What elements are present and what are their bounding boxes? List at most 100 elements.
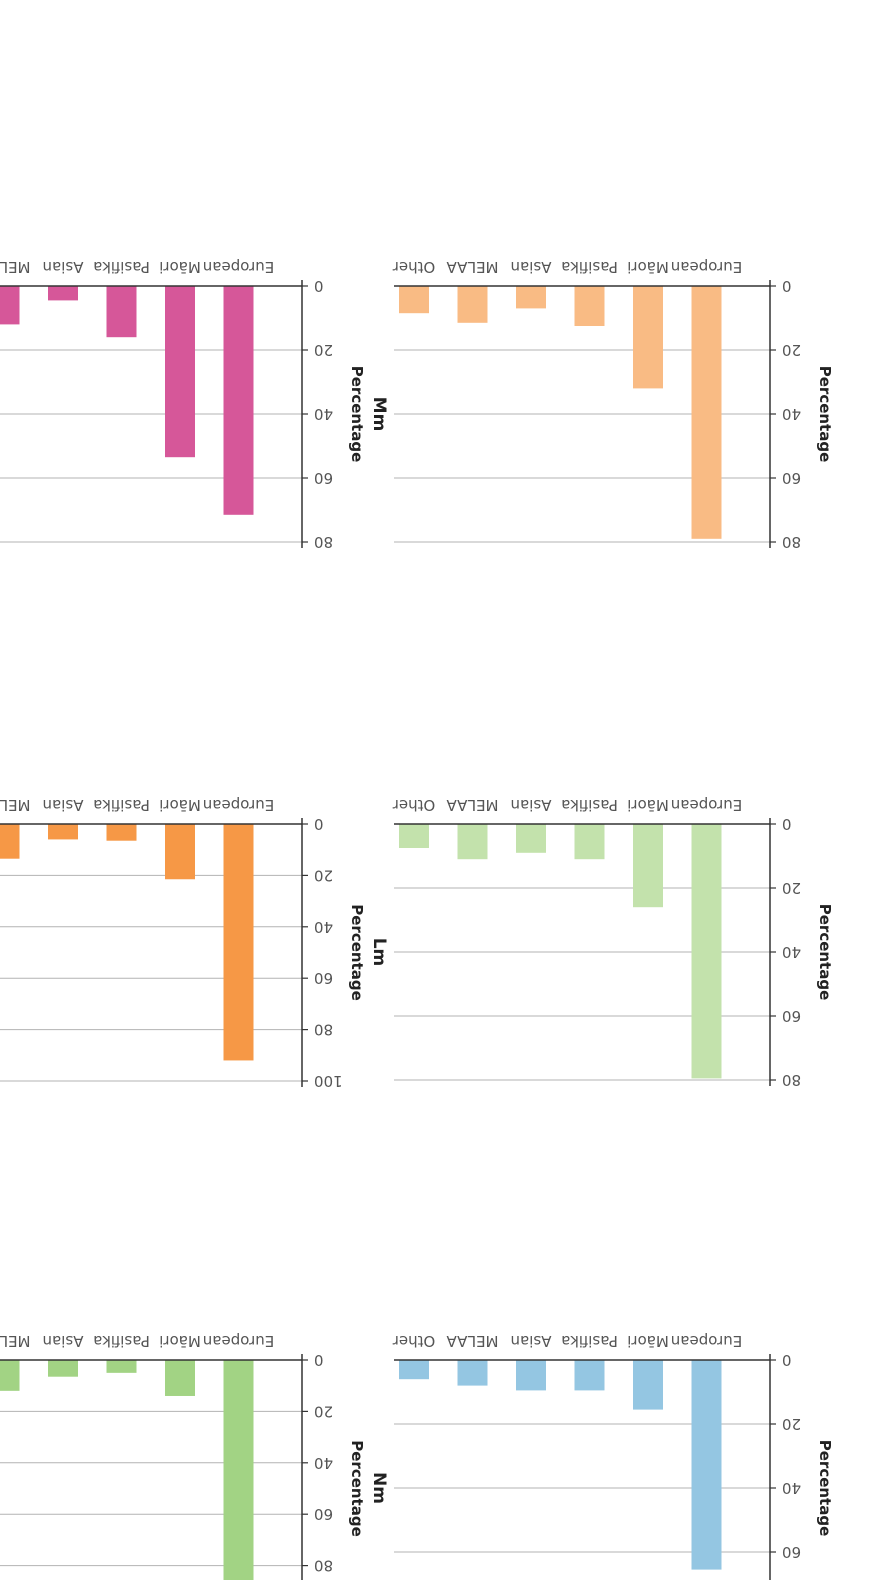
tick-label-4: MELAA — [446, 796, 499, 814]
bar-pasifika — [106, 286, 137, 338]
bar-european — [223, 824, 254, 1061]
tick-label-3: Asian — [511, 258, 552, 276]
bar-european — [223, 1360, 254, 1580]
tick-label-2: Pasifika — [93, 258, 150, 276]
y-axis-label: Percentage — [348, 904, 366, 1001]
bar-mori — [165, 824, 195, 880]
tick-label-0: European — [671, 1332, 742, 1350]
bar-pasifika — [106, 824, 137, 841]
tick-label-1: Māori — [159, 1332, 201, 1350]
y-tick-label-3: 60 — [314, 1505, 333, 1523]
tick-label-2: Pasifika — [561, 796, 618, 814]
y-tick-label-2: 40 — [782, 405, 801, 423]
y-tick-label-1: 20 — [314, 1402, 333, 1420]
bar-asian — [48, 824, 78, 840]
bar-melaa — [0, 1360, 20, 1391]
bar-pasifika — [574, 824, 605, 860]
y-tick-label-1: 20 — [782, 879, 801, 897]
y-tick-label-3: 60 — [782, 1007, 801, 1025]
tick-label-5: Other — [392, 1332, 435, 1350]
y-tick-label-0: 0 — [782, 815, 792, 833]
rotated-figure: EuropeanMāoriPasifikaAsianMELAAOther0204… — [0, 258, 834, 1580]
bar-melaa — [0, 824, 20, 859]
bar-asian — [48, 286, 78, 301]
y-tick-label-5: 100 — [314, 1072, 343, 1090]
y-axis-label: Percentage — [816, 904, 834, 1001]
tick-label-4: MELAA — [0, 258, 31, 276]
bar-asian — [516, 1360, 546, 1391]
chart-title: Mm — [369, 397, 389, 432]
y-tick-label-3: 60 — [314, 969, 333, 987]
y-tick-label-0: 0 — [782, 277, 792, 295]
chart-title: Nm — [369, 1472, 389, 1504]
tick-label-0: European — [671, 258, 742, 276]
tick-label-2: Pasifika — [561, 1332, 618, 1350]
y-tick-label-2: 40 — [314, 405, 333, 423]
bar-european — [691, 1360, 722, 1570]
bar-melaa — [0, 286, 20, 325]
y-axis-label: Percentage — [348, 366, 366, 463]
y-tick-label-2: 40 — [782, 943, 801, 961]
panel-vt: EuropeanMāoriPasifikaAsianMELAAOther0204… — [0, 258, 366, 551]
y-tick-label-3: 60 — [314, 469, 333, 487]
bar-other — [399, 1360, 429, 1380]
tick-label-0: European — [671, 796, 742, 814]
bar-pasifika — [574, 1360, 605, 1391]
y-axis-label: Percentage — [348, 1440, 366, 1537]
tick-label-0: European — [203, 258, 274, 276]
y-tick-label-4: 80 — [314, 1557, 333, 1575]
bar-european — [691, 286, 722, 539]
y-tick-label-4: 80 — [782, 1071, 801, 1089]
tick-label-3: Asian — [511, 796, 552, 814]
tick-label-3: Asian — [43, 1332, 84, 1350]
y-tick-label-2: 40 — [782, 1479, 801, 1497]
tick-label-1: Māori — [627, 1332, 669, 1350]
tick-label-1: Māori — [159, 258, 201, 276]
y-axis-label: Percentage — [816, 1440, 834, 1537]
tick-label-2: Pasifika — [93, 796, 150, 814]
tick-label-3: Asian — [43, 796, 84, 814]
y-tick-label-0: 0 — [782, 1351, 792, 1369]
bar-mori — [633, 1360, 663, 1410]
y-axis-label: Percentage — [816, 366, 834, 463]
tick-label-5: Other — [392, 796, 435, 814]
y-tick-label-4: 80 — [314, 1021, 333, 1039]
y-tick-label-3: 60 — [782, 469, 801, 487]
y-tick-label-1: 20 — [314, 341, 333, 359]
tick-label-4: MELAA — [446, 258, 499, 276]
tick-label-4: MELAA — [0, 796, 31, 814]
tick-label-4: MELAA — [446, 1332, 499, 1350]
bar-mori — [633, 824, 663, 908]
tick-label-1: Māori — [627, 258, 669, 276]
bar-asian — [516, 286, 546, 309]
tick-label-1: Māori — [627, 796, 669, 814]
bar-asian — [516, 824, 546, 853]
chart-title: Lm — [369, 938, 389, 967]
bar-melaa — [457, 286, 488, 323]
tick-label-2: Pasifika — [561, 258, 618, 276]
bar-european — [223, 286, 254, 515]
y-tick-label-4: 80 — [314, 533, 333, 551]
bar-asian — [48, 1360, 78, 1377]
bar-european — [691, 824, 722, 1079]
y-tick-label-1: 20 — [314, 866, 333, 884]
y-tick-label-0: 0 — [314, 815, 324, 833]
panel-hmu: EuropeanMāoriPasifikaAsianMELAAOther0204… — [0, 1332, 366, 1580]
bar-mori — [633, 286, 663, 389]
y-tick-label-0: 0 — [314, 1351, 324, 1369]
tick-label-2: Pasifika — [93, 1332, 150, 1350]
bar-melaa — [457, 824, 488, 860]
tick-label-4: MELAA — [0, 1332, 31, 1350]
bar-other — [399, 286, 429, 314]
y-tick-label-4: 80 — [782, 533, 801, 551]
bar-pasifika — [574, 286, 605, 326]
y-tick-label-2: 40 — [314, 918, 333, 936]
y-tick-label-3: 60 — [782, 1543, 801, 1561]
tick-label-1: Māori — [159, 796, 201, 814]
panel-t: EuropeanMāoriPasifikaAsianMELAAOther0204… — [0, 796, 366, 1090]
bar-pasifika — [106, 1360, 137, 1373]
